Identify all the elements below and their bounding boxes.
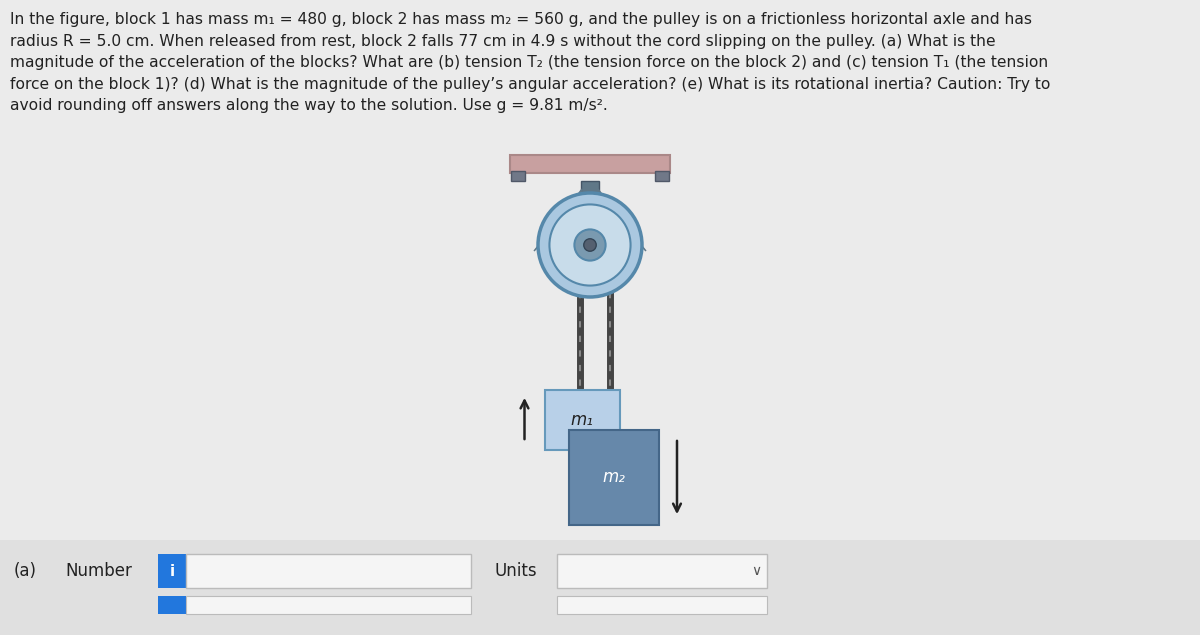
Circle shape bbox=[575, 229, 606, 260]
Text: m₁: m₁ bbox=[570, 411, 594, 429]
Polygon shape bbox=[598, 189, 646, 251]
FancyBboxPatch shape bbox=[655, 171, 670, 181]
Polygon shape bbox=[534, 189, 582, 251]
Text: (a): (a) bbox=[14, 562, 37, 580]
Circle shape bbox=[550, 204, 630, 286]
Text: In the figure, block 1 has mass m₁ = 480 g, block 2 has mass m₂ = 560 g, and the: In the figure, block 1 has mass m₁ = 480… bbox=[10, 12, 1050, 114]
FancyBboxPatch shape bbox=[557, 596, 767, 614]
FancyBboxPatch shape bbox=[158, 554, 186, 588]
FancyBboxPatch shape bbox=[557, 554, 767, 588]
FancyBboxPatch shape bbox=[0, 540, 1200, 635]
Circle shape bbox=[583, 239, 596, 251]
FancyBboxPatch shape bbox=[158, 596, 186, 614]
FancyBboxPatch shape bbox=[511, 171, 526, 181]
Text: i: i bbox=[169, 563, 174, 578]
FancyBboxPatch shape bbox=[581, 181, 599, 206]
Circle shape bbox=[538, 193, 642, 297]
Text: Units: Units bbox=[494, 562, 536, 580]
FancyBboxPatch shape bbox=[545, 390, 619, 450]
FancyBboxPatch shape bbox=[186, 554, 470, 588]
Text: ∨: ∨ bbox=[751, 564, 761, 578]
FancyBboxPatch shape bbox=[510, 155, 670, 173]
Text: Number: Number bbox=[65, 562, 132, 580]
Text: m₂: m₂ bbox=[602, 469, 625, 486]
FancyBboxPatch shape bbox=[186, 596, 470, 614]
FancyBboxPatch shape bbox=[569, 430, 659, 525]
